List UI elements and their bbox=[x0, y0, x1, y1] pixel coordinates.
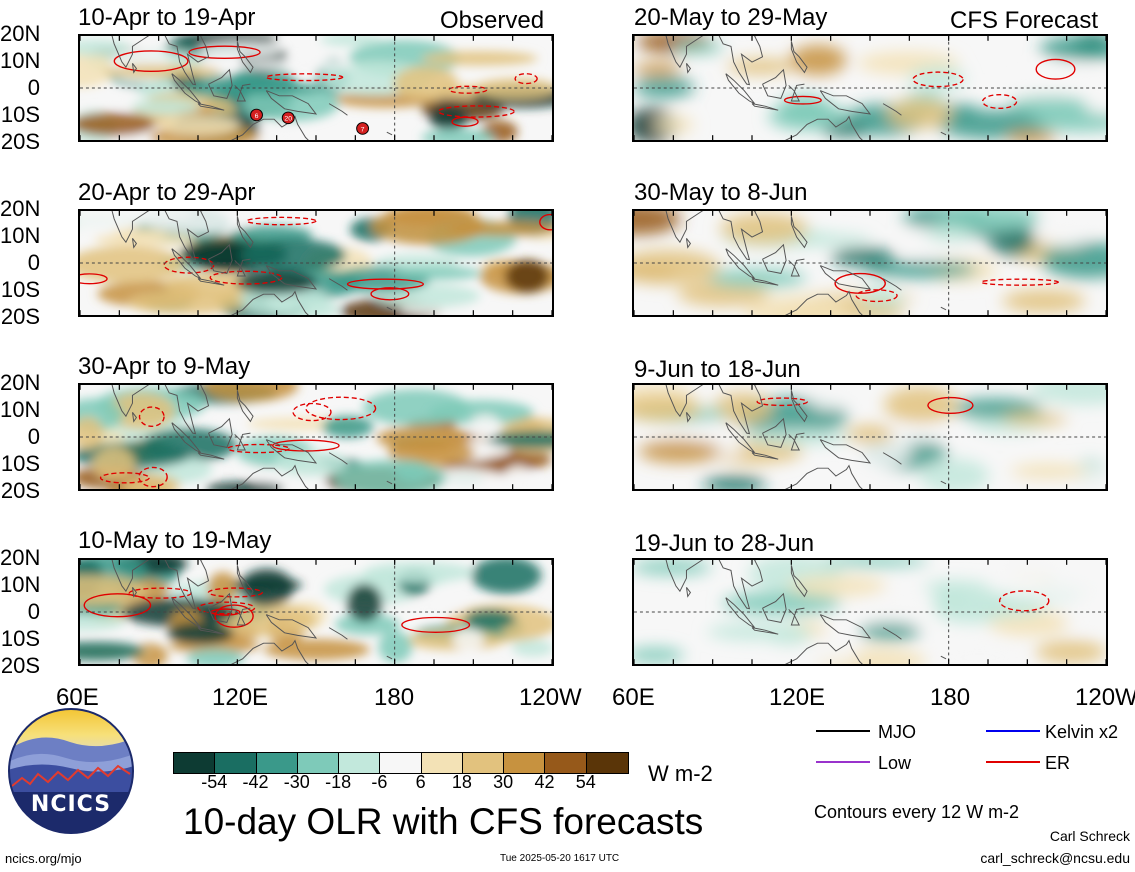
panel-title-fc-1: 20-May to 29-May bbox=[634, 4, 828, 31]
panel-title-obs-2: 20-Apr to 29-Apr bbox=[78, 179, 256, 206]
observed-label: Observed bbox=[440, 7, 545, 34]
colorbar-segment bbox=[545, 753, 587, 773]
observed-olr-map-4 bbox=[78, 558, 554, 666]
forecast-olr-map-1 bbox=[632, 34, 1108, 142]
main-title: 10-day OLR with CFS forecasts bbox=[183, 801, 704, 842]
colorbar-tick-label: -42 bbox=[242, 772, 269, 792]
colorbar-units: W m-2 bbox=[648, 761, 713, 786]
lon-label-120w-left: 120W bbox=[519, 684, 582, 711]
legend-kelvin-label: Kelvin x2 bbox=[1045, 722, 1119, 742]
lat-label: 20S bbox=[0, 478, 40, 503]
lon-label-60e-left: 60E bbox=[56, 684, 99, 711]
colorbar-segment bbox=[421, 753, 463, 773]
lat-label: 0 bbox=[27, 250, 40, 275]
forecast-olr-map-4 bbox=[632, 558, 1108, 666]
colorbar-segment bbox=[297, 753, 340, 773]
lat-label: 10N bbox=[0, 572, 41, 597]
colorbar bbox=[173, 752, 629, 774]
footer-url[interactable]: ncics.org/mjo bbox=[5, 851, 82, 866]
contour-note: Contours every 12 W m-2 bbox=[814, 802, 1020, 822]
lat-label: 20S bbox=[0, 653, 40, 678]
storm-marker bbox=[281, 111, 295, 125]
colorbar-segment bbox=[462, 753, 505, 773]
panel-title-obs-1: 10-Apr to 19-Apr bbox=[78, 4, 256, 31]
lat-label: 20N bbox=[0, 21, 41, 46]
colorbar-segment bbox=[504, 753, 546, 773]
lon-label-180-right: 180 bbox=[930, 684, 971, 711]
forecast-label: CFS Forecast bbox=[950, 7, 1099, 34]
lat-label: 10N bbox=[0, 397, 41, 422]
colorbar-tick-label: -30 bbox=[283, 772, 310, 792]
lat-label: 20N bbox=[0, 370, 41, 395]
footer-timestamp: Tue 2025-05-20 1617 UTC bbox=[500, 853, 620, 864]
storm-marker-label: 7 bbox=[361, 126, 365, 133]
lon-label-180-left: 180 bbox=[374, 684, 415, 711]
colorbar-tick-label: -54 bbox=[201, 772, 228, 792]
colorbar-tick-label: -6 bbox=[371, 772, 388, 792]
lat-label: 10N bbox=[0, 223, 41, 248]
colorbar-tick-label: 54 bbox=[575, 772, 596, 792]
colorbar-segment bbox=[380, 753, 422, 773]
panel-title-fc-2: 30-May to 8-Jun bbox=[634, 179, 808, 206]
storm-marker bbox=[250, 108, 263, 122]
colorbar-segment bbox=[586, 753, 628, 773]
colorbar-tick-label: 30 bbox=[493, 772, 514, 792]
panel-title-obs-4: 10-May to 19-May bbox=[78, 527, 272, 554]
logo-text: NCICS bbox=[30, 792, 112, 817]
lat-label: 20S bbox=[0, 129, 40, 154]
legend-mjo-label: MJO bbox=[878, 722, 916, 742]
legend-er-label: ER bbox=[1045, 753, 1071, 773]
colorbar-segment bbox=[215, 753, 257, 773]
colorbar-segment bbox=[174, 753, 216, 773]
lat-label: 0 bbox=[27, 599, 40, 624]
colorbar-tick-label: -18 bbox=[325, 772, 352, 792]
lon-label-120w-right: 120W bbox=[1075, 684, 1135, 711]
storm-marker bbox=[356, 122, 370, 135]
colorbar-tick-labels: -54 -42 -30 -18 -6 6 18 30 42 54 bbox=[173, 772, 627, 796]
lat-label: 20N bbox=[0, 196, 41, 221]
footer-author: Carl Schreck bbox=[1049, 828, 1130, 844]
lat-label: 0 bbox=[27, 424, 40, 449]
observed-olr-map-3 bbox=[78, 383, 554, 491]
colorbar-tick-label: 42 bbox=[534, 772, 555, 792]
lat-label: 10S bbox=[0, 277, 40, 302]
ncics-logo: NCICS bbox=[8, 708, 134, 834]
observed-olr-map-1: 6 20 7 bbox=[78, 34, 554, 142]
lat-label: 10S bbox=[0, 102, 40, 127]
colorbar-tick-label: 6 bbox=[415, 772, 426, 792]
colorbar-tick-label: 18 bbox=[451, 772, 472, 792]
lat-label: 10S bbox=[0, 451, 40, 476]
footer-email[interactable]: carl_schreck@ncsu.edu bbox=[980, 850, 1130, 866]
storm-marker-label: 20 bbox=[284, 116, 292, 123]
contour-legend: MJO Kelvin x2 Low ER bbox=[816, 722, 1132, 782]
panel-title-fc-4: 19-Jun to 28-Jun bbox=[634, 530, 815, 557]
lat-label: 10N bbox=[0, 48, 41, 73]
colorbar-segment bbox=[339, 753, 381, 773]
lat-label: 20N bbox=[0, 545, 41, 570]
lon-label-60e-right: 60E bbox=[612, 684, 655, 711]
lat-label: 10S bbox=[0, 626, 40, 651]
legend-low-label: Low bbox=[878, 753, 912, 773]
lon-label-120e-left: 120E bbox=[212, 684, 269, 711]
lat-label: 20S bbox=[0, 304, 40, 329]
storm-marker-label: 6 bbox=[255, 113, 259, 120]
lon-label-120e-right: 120E bbox=[769, 684, 826, 711]
lat-label: 0 bbox=[27, 75, 40, 100]
colorbar-segment bbox=[256, 753, 298, 773]
observed-olr-map-2 bbox=[78, 209, 554, 317]
panel-title-fc-3: 9-Jun to 18-Jun bbox=[634, 356, 801, 383]
forecast-olr-map-2 bbox=[632, 209, 1108, 317]
panel-title-obs-3: 30-Apr to 9-May bbox=[78, 353, 251, 380]
forecast-olr-map-3 bbox=[632, 383, 1108, 491]
